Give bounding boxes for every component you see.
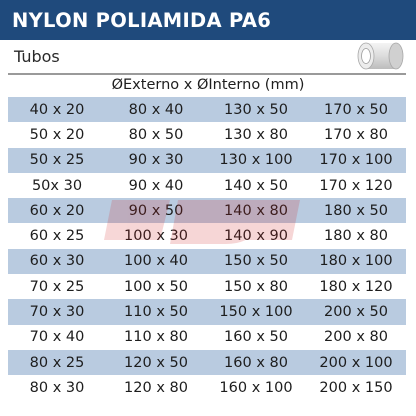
table-row: 50x 30 90 x 40 140 x 50 170 x 120	[8, 173, 406, 198]
table-cell: 180 x 50	[324, 202, 388, 219]
table-row: 60 x 20 90 x 50 140 x 80 180 x 50	[8, 198, 406, 224]
section-header: Tubos	[0, 40, 416, 72]
table-cell: 170 x 100	[319, 152, 393, 169]
table-cell: 130 x 50	[224, 101, 288, 118]
table-row: 70 x 40 110 x 80 160 x 50 200 x 80	[8, 325, 406, 350]
table-cell: 150 x 100	[219, 304, 293, 321]
table-cell: 70 x 25	[29, 278, 85, 295]
table-cell: 150 x 50	[224, 253, 288, 270]
table-cell: 110 x 50	[124, 304, 188, 321]
table-cell: 40 x 20	[29, 101, 85, 118]
table-cell: 90 x 40	[128, 177, 184, 194]
section-title: Tubos	[14, 46, 60, 66]
table-cell: 130 x 100	[219, 152, 293, 169]
table-cell: 60 x 20	[29, 202, 85, 219]
tube-icon	[357, 42, 404, 70]
table-cell: 80 x 25	[29, 354, 85, 371]
table-cell: 50x 30	[31, 177, 83, 194]
table-cell: 140 x 80	[224, 202, 288, 219]
table-cell: 70 x 40	[29, 329, 85, 346]
section-divider	[8, 73, 406, 75]
table-cell: 140 x 90	[224, 228, 288, 245]
table-row: 40 x 20 80 x 40 130 x 50 170 x 50	[8, 97, 406, 123]
size-table: 40 x 20 80 x 40 130 x 50 170 x 50 50 x 20 80 …	[8, 97, 406, 401]
table-cell: 160 x 100	[219, 379, 293, 396]
table-cell: 60 x 25	[29, 228, 85, 245]
table-row: 70 x 25 100 x 50 150 x 80 180 x 120	[8, 274, 406, 299]
dimensions-label: ØExterno x ØInterno (mm)	[111, 77, 305, 93]
table-row: 80 x 30 120 x 80 160 x 100 200 x 150	[8, 375, 406, 400]
table-cell: 80 x 30	[29, 379, 85, 396]
table-cell: 70 x 30	[29, 304, 85, 321]
table-cell: 170 x 120	[319, 177, 393, 194]
table-cell: 140 x 50	[224, 177, 288, 194]
table-cell: 150 x 80	[224, 278, 288, 295]
table-cell: 200 x 150	[319, 379, 393, 396]
table-cell: 200 x 100	[319, 354, 393, 371]
page-title: NYLON POLIAMIDA PA6	[12, 8, 272, 32]
table-cell: 110 x 80	[124, 329, 188, 346]
table-cell: 160 x 50	[224, 329, 288, 346]
table-cell: 90 x 30	[128, 152, 184, 169]
table-cell: 170 x 50	[324, 101, 388, 118]
table-cell: 130 x 80	[224, 126, 288, 143]
table-cell: 100 x 50	[124, 278, 188, 295]
table-cell: 200 x 50	[324, 304, 388, 321]
table-row: 80 x 25 120 x 50 160 x 80 200 x 100	[8, 349, 406, 376]
table-cell: 80 x 50	[128, 126, 184, 143]
table-row: 50 x 20 80 x 50 130 x 80 170 x 80	[8, 122, 406, 147]
table-cell: 90 x 50	[128, 202, 184, 219]
table-cell: 200 x 80	[324, 329, 388, 346]
table-cell: 160 x 80	[224, 354, 288, 371]
table-cell: 120 x 80	[124, 379, 188, 396]
table-row: 60 x 25 100 x 30 140 x 90 180 x 80	[8, 223, 406, 248]
header-bar: NYLON POLIAMIDA PA6	[0, 0, 416, 40]
table-cell: 100 x 40	[124, 253, 188, 270]
table-cell: 180 x 120	[319, 278, 393, 295]
table-cell: 50 x 25	[29, 152, 85, 169]
table-cell: 80 x 40	[128, 101, 184, 118]
table-row: 50 x 25 90 x 30 130 x 100 170 x 100	[8, 147, 406, 173]
table-cell: 120 x 50	[124, 354, 188, 371]
table-row: 60 x 30 100 x 40 150 x 50 180 x 100	[8, 248, 406, 275]
table-cell: 100 x 30	[124, 228, 188, 245]
table-cell: 60 x 30	[29, 253, 85, 270]
table-cell: 180 x 80	[324, 228, 388, 245]
table-row: 70 x 30 110 x 50 150 x 100 200 x 50	[8, 299, 406, 325]
table-cell: 170 x 80	[324, 126, 388, 143]
table-cell: 180 x 100	[319, 253, 393, 270]
table-cell: 50 x 20	[29, 126, 85, 143]
